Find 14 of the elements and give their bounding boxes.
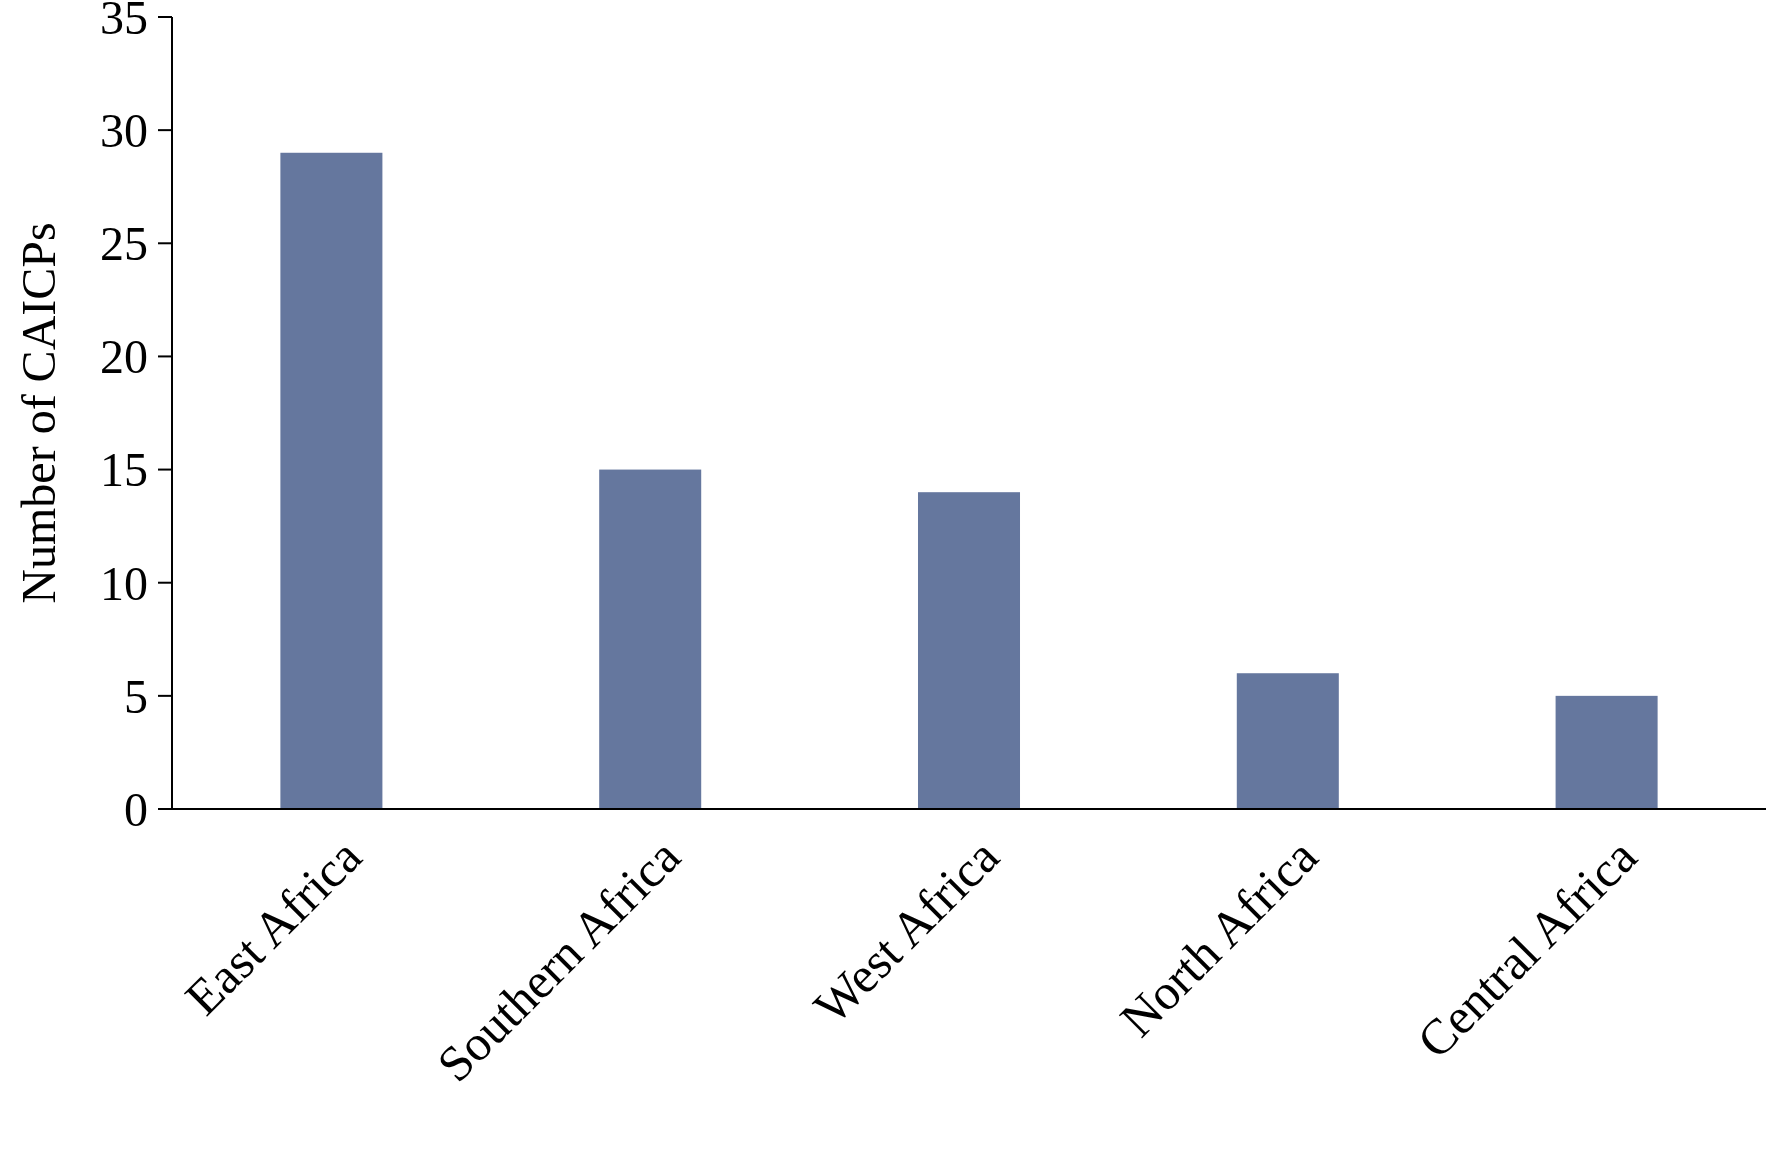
y-tick-label: 5 bbox=[124, 669, 148, 723]
y-tick-label: 30 bbox=[100, 103, 148, 157]
y-tick-label: 15 bbox=[100, 443, 148, 497]
y-tick-label: 20 bbox=[100, 330, 148, 384]
y-axis-title: Number of CAICPs bbox=[11, 222, 65, 604]
y-tick-label: 0 bbox=[124, 782, 148, 836]
bar bbox=[599, 469, 702, 809]
bar bbox=[280, 152, 383, 809]
bar bbox=[1236, 673, 1339, 809]
y-tick-label: 25 bbox=[100, 217, 148, 271]
bar bbox=[1555, 695, 1658, 809]
bar bbox=[917, 492, 1021, 809]
y-tick-label: 35 bbox=[100, 0, 148, 44]
y-tick-label: 10 bbox=[100, 556, 148, 610]
